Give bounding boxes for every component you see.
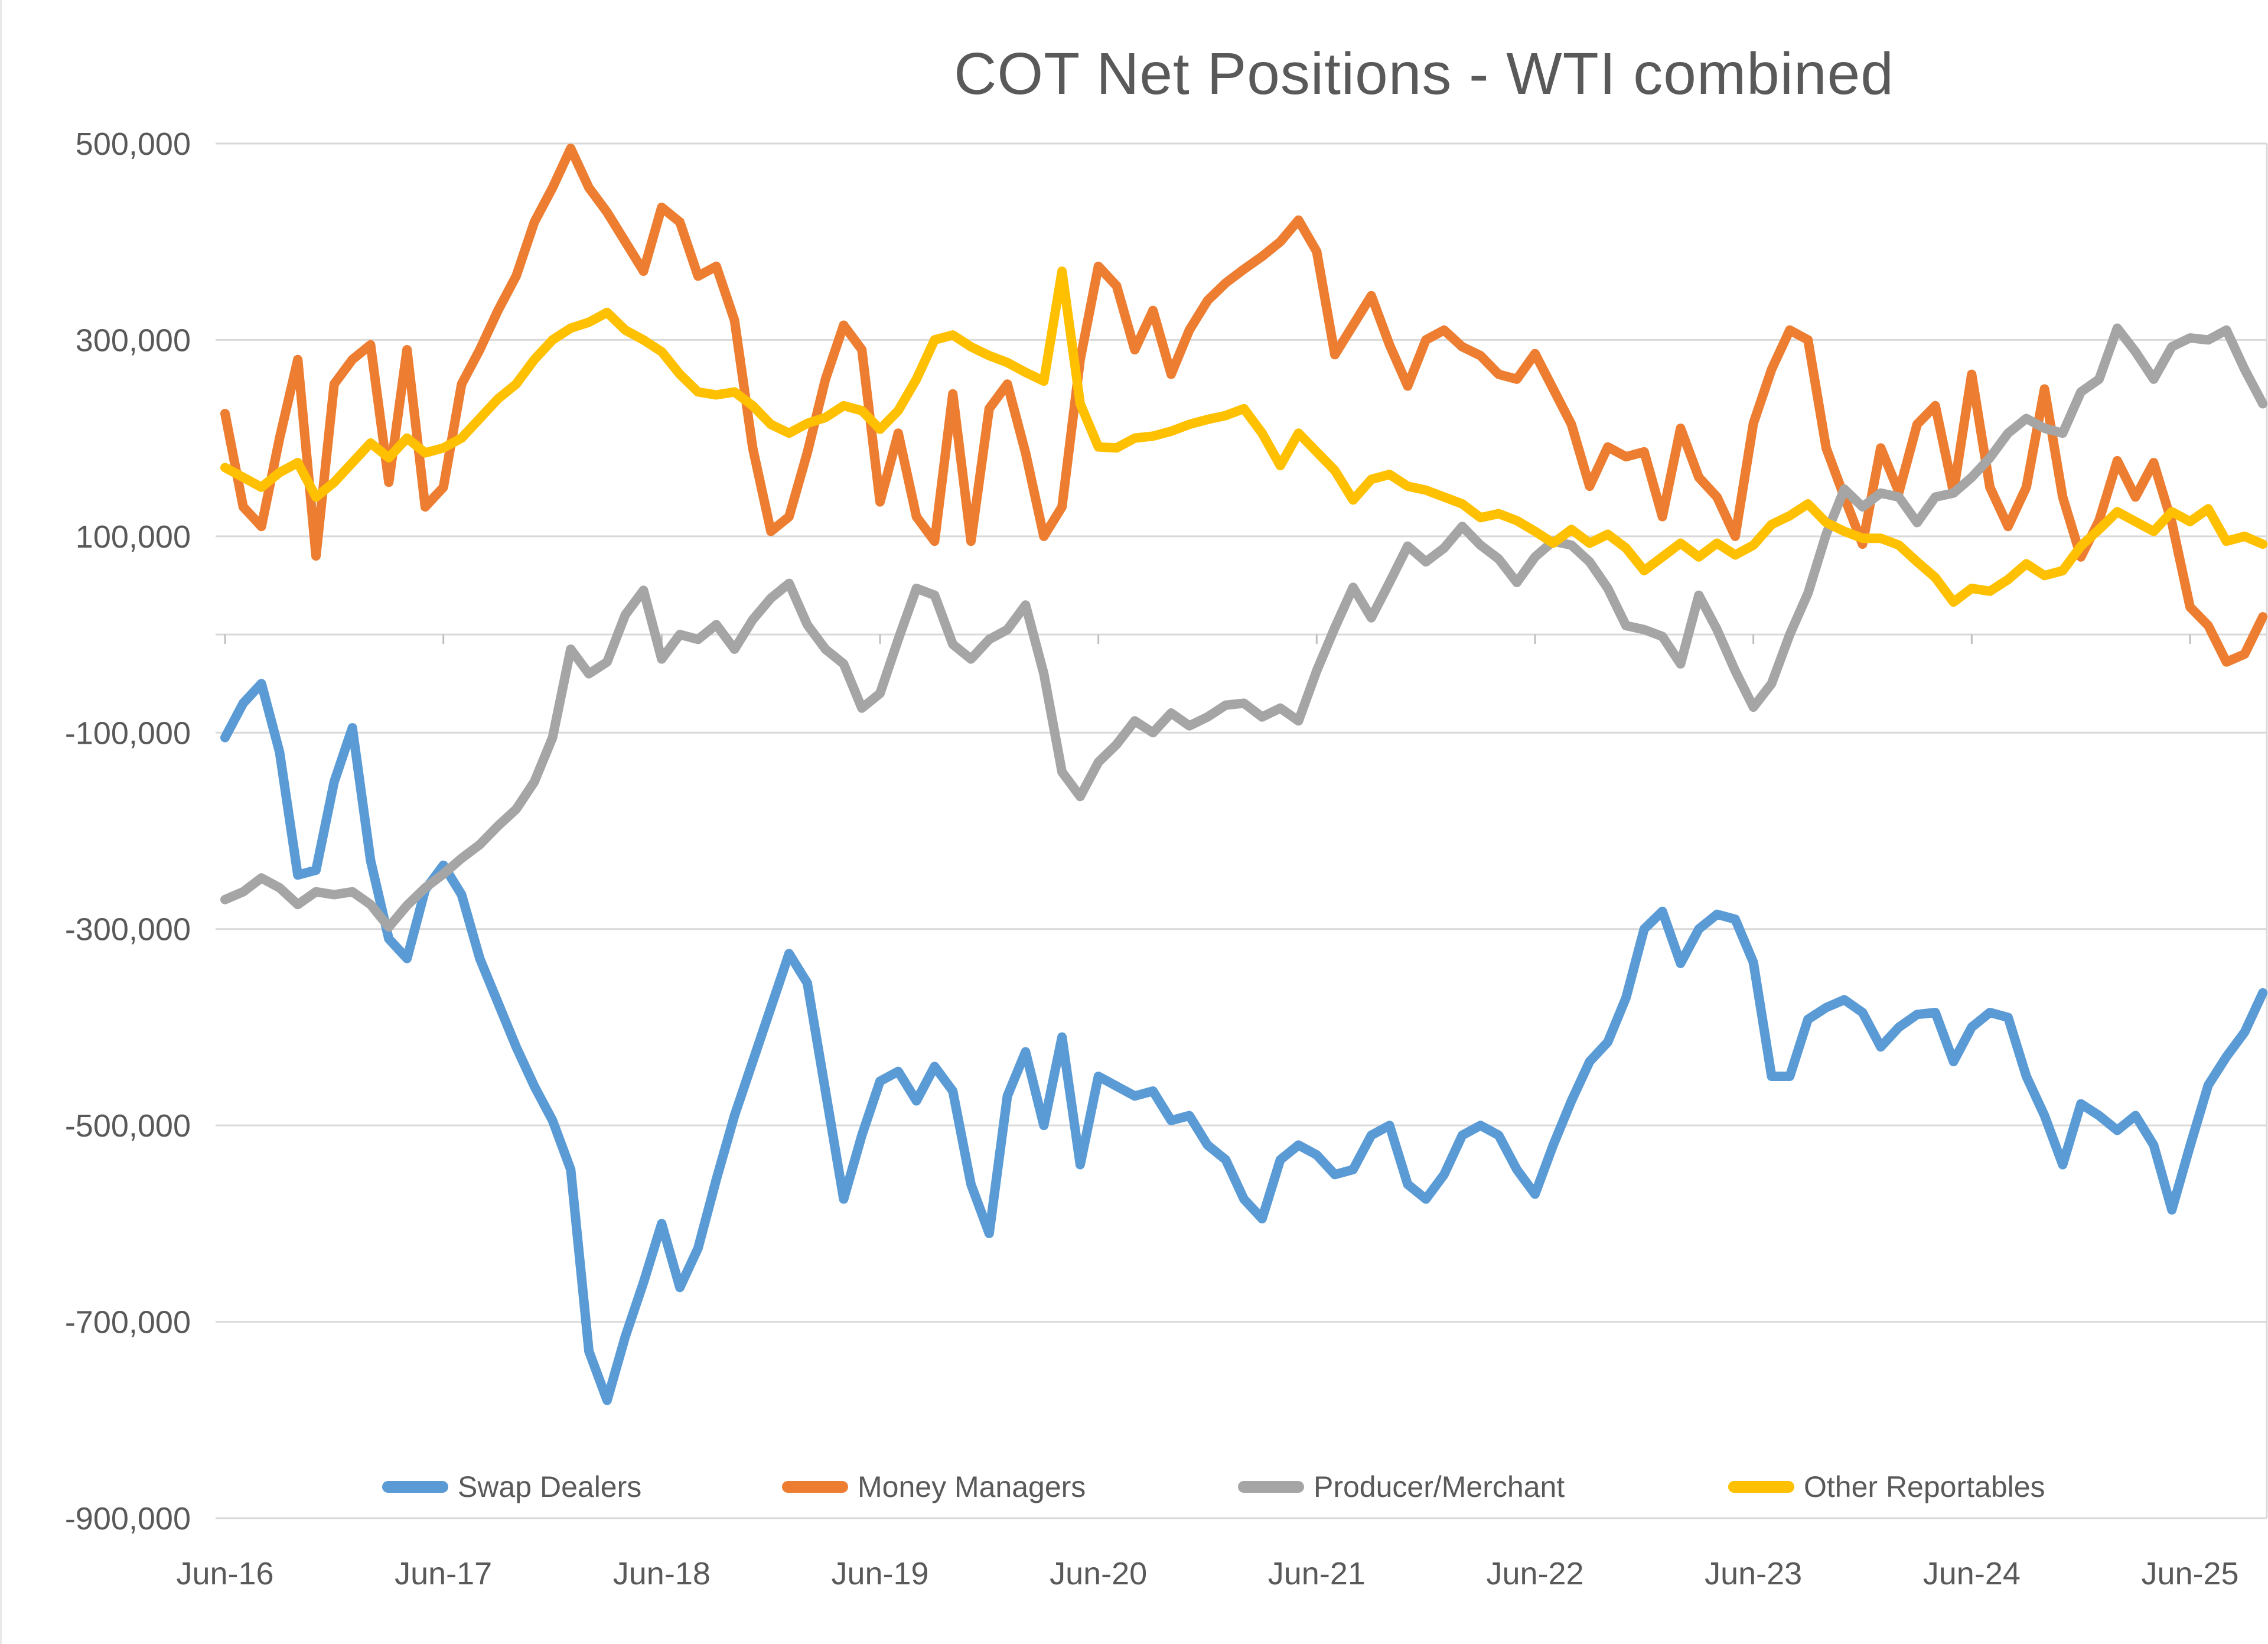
x-axis-tick-label: Jun-17 [395,1556,492,1591]
series-line-swap-dealers [220,679,2268,1405]
legend-item-money-managers: Money Managers [782,1466,1086,1508]
x-axis-tick-label: Jun-20 [1050,1556,1147,1591]
x-axis-tick-label: Jun-16 [176,1556,273,1591]
x-axis-tick-label: Jun-22 [1486,1556,1583,1591]
swap-dealers-line-icon [382,1481,448,1493]
legend-label: Other Reportables [1804,1470,2045,1503]
y-axis-tick-label: -300,000 [65,912,191,948]
x-axis-tick-label: Jun-23 [1705,1556,1802,1591]
x-axis-tick-label: Jun-24 [1923,1556,2021,1591]
legend-item-other-reportables: Other Reportables [1728,1466,2045,1508]
legend-label: Swap Dealers [458,1470,642,1503]
legend-item-swap-dealers: Swap Dealers [382,1466,641,1508]
producer-merchant-line-icon [1238,1481,1304,1493]
y-axis-tick-label: -900,000 [65,1501,191,1536]
y-axis-tick-label: -500,000 [65,1108,191,1144]
legend-label: Producer/Merchant [1314,1470,1565,1503]
x-axis-tick-label: Jun-18 [613,1556,711,1591]
x-axis-tick-label: Jun-19 [831,1556,928,1591]
y-axis-tick-label: 300,000 [76,323,191,358]
series-line-other-reportables [220,266,2268,607]
legend-item-producer-merchant: Producer/Merchant [1238,1466,1565,1508]
y-axis-tick-label: 500,000 [76,126,191,162]
legend-label: Money Managers [858,1470,1086,1503]
x-axis-tick-label: Jun-25 [2141,1556,2238,1591]
chart-title: COT Net Positions - WTI combined [954,41,1894,107]
y-axis-tick-label: -100,000 [65,715,191,751]
y-axis-tick-label: -700,000 [65,1305,191,1340]
other-reportables-line-icon [1728,1481,1794,1493]
money-managers-line-icon [782,1481,848,1493]
series-line-money-managers [220,144,2268,667]
y-axis-tick-label: 100,000 [76,519,191,555]
chart-legend: Swap Dealers Money Managers Producer/Mer… [2,1466,2268,1508]
x-axis-tick-label: Jun-21 [1268,1556,1366,1591]
series-line-producer-merchant [220,323,2268,932]
